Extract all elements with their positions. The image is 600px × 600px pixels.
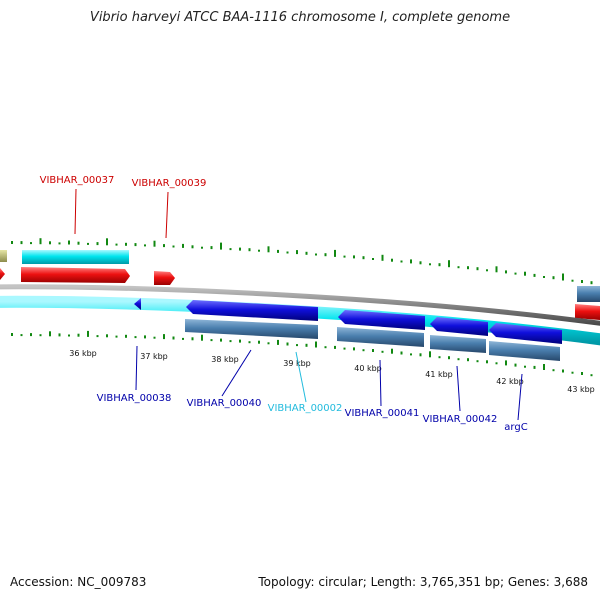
gc-skew-top-ticks [11, 238, 593, 285]
leader-line-vibhar-00037 [74, 188, 77, 235]
ruler-label-37kbp: 37 kbp [140, 352, 168, 361]
reverse-gene-vibhar-00040[interactable] [185, 319, 318, 339]
forward-rna-vibhar-00037[interactable] [21, 267, 130, 283]
gene-label-vibhar-00038[interactable]: VIBHAR_00038 [97, 393, 172, 404]
forward-feature-olive [0, 250, 7, 262]
gene-label-vibhar-00039[interactable]: VIBHAR_00039 [132, 178, 207, 189]
ruler-label-36kbp: 36 kbp [69, 349, 97, 358]
genome-stats-label: Topology: circular; Length: 3,765,351 bp… [258, 575, 588, 589]
gene-label-vibhar-00042[interactable]: VIBHAR_00042 [423, 414, 498, 425]
ruler-label-40kbp: 40 kbp [354, 364, 382, 373]
backbone-arc [0, 284, 600, 326]
top-gene-labels: VIBHAR_00037 VIBHAR_00039 [40, 175, 207, 239]
reverse-gene-vibhar-00041[interactable] [337, 327, 424, 347]
forward-cds-vibhar-00037[interactable] [22, 250, 129, 264]
forward-rna-left-edge[interactable] [0, 268, 5, 280]
leader-line-argc [517, 373, 523, 421]
leader-line-vibhar-00041 [379, 359, 382, 407]
genome-backbone [0, 284, 600, 326]
forward-rna-right-edge[interactable] [575, 304, 600, 320]
reverse-cds-argc[interactable] [489, 323, 562, 344]
ruler-label-43kbp: 43 kbp [567, 385, 595, 394]
ruler-label-41kbp: 41 kbp [425, 370, 453, 379]
gene-label-vibhar-00041[interactable]: VIBHAR_00041 [345, 408, 420, 419]
reverse-gene-argc[interactable] [489, 341, 560, 361]
reverse-cds-vibhar-00041[interactable] [338, 310, 425, 330]
reverse-cds-vibhar-00038-arrow[interactable] [134, 298, 141, 310]
map-title: Vibrio harveyi ATCC BAA-1116 chromosome … [89, 10, 511, 25]
reverse-strand-features [0, 295, 600, 361]
forward-strand-features [0, 250, 600, 320]
reverse-gene-vibhar-00042[interactable] [430, 335, 486, 353]
reverse-cds-vibhar-00042[interactable] [430, 317, 488, 336]
gc-skew-bottom-ticks [11, 330, 593, 377]
reverse-cds-vibhar-00040[interactable] [186, 300, 318, 321]
gene-label-vibhar-00002[interactable]: VIBHAR_00002 [268, 403, 343, 414]
leader-line-vibhar-00039 [165, 191, 169, 239]
ruler-label-39kbp: 39 kbp [283, 359, 311, 368]
leader-line-vibhar-00042 [456, 365, 461, 412]
accession-label: Accession: NC_009783 [10, 575, 147, 589]
forward-rna-vibhar-00039[interactable] [154, 271, 175, 285]
leader-line-vibhar-00038 [135, 345, 138, 391]
ruler: 36 kbp 37 kbp 38 kbp 39 kbp 40 kbp 41 kb… [69, 349, 595, 394]
forward-cds-right-edge[interactable] [577, 286, 600, 302]
leader-line-vibhar-00002 [295, 351, 307, 403]
gene-label-vibhar-00040[interactable]: VIBHAR_00040 [187, 398, 262, 409]
ruler-label-42kbp: 42 kbp [496, 377, 524, 386]
gene-label-vibhar-00037[interactable]: VIBHAR_00037 [40, 175, 115, 186]
leader-line-vibhar-00040 [221, 349, 252, 397]
ruler-label-38kbp: 38 kbp [211, 355, 239, 364]
gene-label-argc[interactable]: argC [504, 422, 527, 433]
bottom-gene-labels: VIBHAR_00038 VIBHAR_00040 VIBHAR_00002 V… [97, 345, 528, 433]
